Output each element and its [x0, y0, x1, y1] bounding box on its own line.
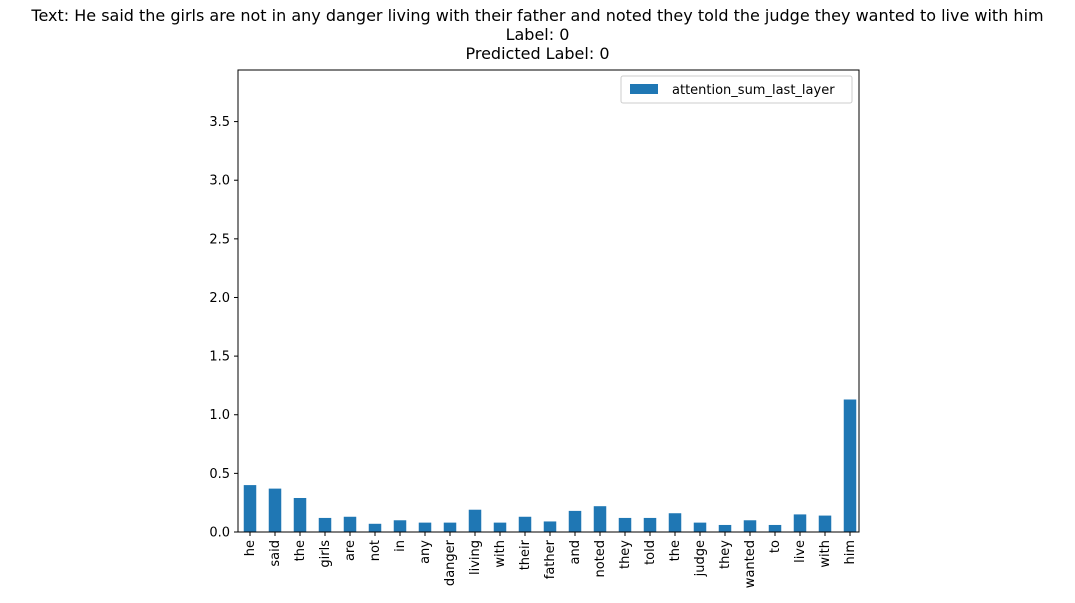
y-tick-label: 1.5 — [209, 350, 230, 365]
y-tick-label: 0.5 — [209, 467, 230, 482]
bar — [443, 522, 457, 532]
bar — [468, 509, 482, 532]
bar — [568, 510, 582, 532]
x-tick-label: their — [518, 539, 533, 570]
y-tick-label: 3.5 — [209, 115, 230, 130]
bar — [518, 516, 532, 532]
title-text-line: Text: He said the girls are not in any d… — [31, 6, 1044, 25]
x-tick-label: living — [468, 540, 483, 575]
legend-box — [620, 75, 853, 104]
bar — [243, 485, 257, 532]
bar — [668, 513, 682, 532]
bar — [268, 488, 282, 532]
legend-label: attention_sum_last_layer — [672, 83, 835, 98]
x-tick-label: with — [818, 540, 833, 568]
bar-group — [243, 399, 857, 532]
legend-swatch — [630, 84, 658, 94]
x-tick-label: to — [768, 540, 783, 553]
bar — [793, 514, 807, 532]
x-tick-label: they — [718, 540, 733, 569]
chart-title: Text: He said the girls are not in any d… — [0, 6, 1075, 63]
x-tick-label: he — [243, 540, 258, 556]
x-tick-label: told — [643, 540, 658, 565]
bar — [718, 524, 732, 532]
x-tick-label: judge — [693, 540, 708, 577]
title-predicted-line: Predicted Label: 0 — [465, 44, 610, 63]
bar — [368, 523, 382, 532]
legend: attention_sum_last_layer — [620, 75, 853, 104]
y-axis: 0.0 0.5 1.0 1.5 2.0 2.5 3.0 3.5 — [209, 115, 238, 541]
x-tick-label: wanted — [743, 540, 758, 588]
bar — [818, 515, 832, 532]
x-tick-label: father — [543, 539, 558, 579]
x-tick-label: noted — [593, 540, 608, 578]
y-tick-label: 3.0 — [209, 174, 230, 189]
y-tick-label: 2.5 — [209, 232, 230, 247]
y-tick-label: 0.0 — [209, 526, 230, 541]
bar — [593, 506, 607, 532]
title-label-line: Label: 0 — [505, 25, 570, 44]
x-tick-label: any — [418, 540, 433, 564]
x-tick-label: him — [843, 540, 858, 565]
bar — [643, 517, 657, 532]
bar — [318, 517, 332, 532]
x-tick-label: they — [618, 540, 633, 569]
x-tick-label: and — [568, 540, 583, 564]
x-tick-label: the — [293, 540, 308, 561]
x-tick-label: not — [368, 540, 383, 561]
x-tick-label: danger — [443, 539, 458, 586]
y-tick-label: 1.0 — [209, 408, 230, 423]
bar — [493, 522, 507, 532]
bar — [693, 522, 707, 532]
x-tick-label: in — [393, 540, 408, 552]
y-tick-label: 2.0 — [209, 291, 230, 306]
bar — [743, 520, 757, 532]
plot-frame — [237, 69, 860, 533]
bar — [543, 521, 557, 532]
bar — [343, 516, 357, 532]
x-tick-label: with — [493, 540, 508, 568]
x-tick-label: live — [793, 540, 808, 563]
bar — [393, 520, 407, 532]
x-tick-label: are — [343, 540, 358, 561]
x-tick-label: said — [268, 540, 283, 567]
bar — [293, 497, 307, 532]
x-tick-label: girls — [318, 540, 333, 568]
x-axis: he said the girls are not in any danger living wit… — [243, 532, 858, 588]
bar — [618, 517, 632, 532]
bar — [768, 524, 782, 532]
bar — [418, 522, 432, 532]
bar — [843, 399, 857, 532]
x-tick-label: the — [668, 540, 683, 561]
